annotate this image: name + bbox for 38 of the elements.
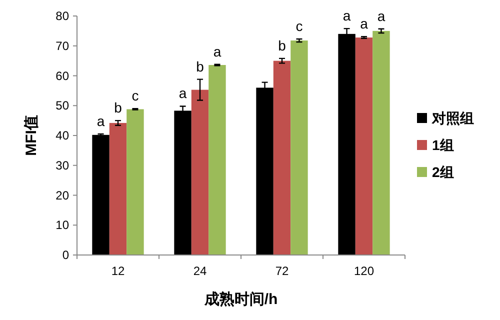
data-label: b	[196, 58, 204, 74]
data-label: a	[377, 8, 386, 24]
data-label: c	[296, 18, 303, 34]
y-tick-label: 50	[56, 98, 70, 113]
bar	[191, 90, 209, 255]
legend-label: 1组	[432, 137, 454, 153]
bar	[126, 109, 144, 255]
data-label: a	[96, 113, 105, 130]
x-tick-label: 120	[354, 264, 374, 278]
data-label: a	[342, 8, 351, 24]
bar	[109, 122, 127, 255]
y-tick-label: 20	[56, 188, 70, 202]
bar	[355, 38, 373, 255]
y-tick-label: 40	[56, 128, 70, 142]
data-label: a	[213, 43, 222, 60]
bar	[273, 60, 291, 255]
y-tick-label: 70	[56, 38, 70, 53]
x-axis-title: 成熟时间/h	[203, 291, 278, 308]
x-tick-label: 72	[275, 264, 289, 278]
legend-label: 对照组	[431, 110, 474, 126]
y-tick-label: 80	[56, 9, 70, 23]
bar	[92, 134, 110, 255]
data-label: b	[114, 100, 122, 116]
data-label: b	[278, 37, 286, 54]
bar	[208, 64, 226, 255]
y-tick-label: 30	[56, 158, 70, 172]
y-axis-title: MFI值	[23, 115, 40, 156]
data-label: a	[360, 16, 368, 32]
y-tick-label: 60	[56, 68, 70, 83]
x-tick-label: 12	[111, 264, 125, 278]
y-tick-label: 10	[56, 218, 70, 232]
data-label: c	[132, 88, 139, 104]
data-label: a	[178, 85, 187, 102]
x-tick-label: 24	[193, 264, 207, 278]
bar	[372, 30, 390, 255]
bar	[290, 40, 308, 255]
y-tick-label: 0	[62, 248, 70, 262]
legend-label: 2组	[432, 164, 454, 180]
